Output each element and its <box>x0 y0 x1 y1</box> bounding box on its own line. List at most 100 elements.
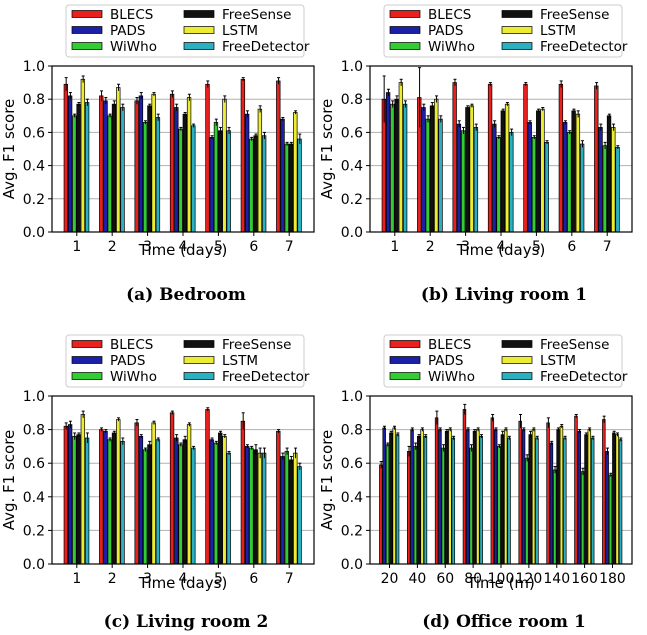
legend-label-freedetector: FreeDetector <box>540 369 628 385</box>
bar-freedetector-60 <box>451 437 456 565</box>
bar-wiwho-40 <box>413 446 418 565</box>
legend-label-freesense: FreeSense <box>222 337 291 353</box>
y-axis-label: Avg. F1 score <box>318 99 336 200</box>
x-tick-label: 180 <box>599 571 626 587</box>
bar-wiwho-60 <box>441 447 446 565</box>
x-tick-label: 6 <box>567 239 576 255</box>
legend-swatch-lstm <box>183 26 215 34</box>
legend-swatch-freesense <box>501 340 533 348</box>
legend-label-blecs: BLECS <box>428 7 471 23</box>
legend-swatch-freesense <box>501 10 533 18</box>
y-tick-label: 0.2 <box>23 523 45 539</box>
y-tick-label: 0.8 <box>23 423 45 439</box>
legend-swatch-pads <box>71 356 103 364</box>
legend-swatch-blecs <box>389 10 421 18</box>
bar-blecs-6 <box>240 420 246 565</box>
bar-freedetector-4 <box>509 132 514 233</box>
legend-swatch-blecs <box>71 340 103 348</box>
bar-pads-140 <box>549 442 554 565</box>
bar-blecs-7 <box>276 430 281 565</box>
bar-freesense-4 <box>182 439 187 565</box>
bar-blecs-100 <box>490 417 495 565</box>
legend-swatch-wiwho <box>389 372 421 380</box>
legend-label-blecs: BLECS <box>110 337 153 353</box>
bar-blecs-1 <box>63 83 69 233</box>
legend-label-freesense: FreeSense <box>540 7 609 23</box>
bar-pads-6 <box>562 122 568 233</box>
bar-freesense-2 <box>111 103 117 233</box>
bar-wiwho-80 <box>469 447 473 565</box>
legend-label-wiwho: WiWho <box>110 369 157 385</box>
bar-blecs-3 <box>134 100 139 233</box>
legend-swatch-pads <box>389 356 421 364</box>
bar-lstm-6 <box>257 452 263 565</box>
y-tick-label: 0.6 <box>341 125 363 141</box>
bar-pads-100 <box>493 429 498 565</box>
plot-frame <box>51 395 315 565</box>
y-axis-label: Avg. F1 score <box>0 430 18 531</box>
x-tick-label: 2 <box>108 571 117 587</box>
bar-freesense-5 <box>218 432 223 565</box>
bar-wiwho-20 <box>385 444 390 565</box>
bar-freedetector-4 <box>191 125 196 233</box>
bar-freedetector-160 <box>590 437 595 565</box>
chart-panel-3: 0.0 0.2 0.4 0.6 0.8 1.0 1 2 3 4 5 6 7 Time (days) Avg.… <box>0 334 315 632</box>
bar-freesense-3 <box>465 107 470 233</box>
bar-wiwho-180 <box>608 474 613 565</box>
x-tick-label: 160 <box>571 571 598 587</box>
bar-lstm-1 <box>80 414 86 565</box>
legend-label-lstm: LSTM <box>222 23 258 39</box>
y-axis-label: Avg. F1 score <box>318 430 336 531</box>
bar-wiwho-7 <box>284 143 289 233</box>
bar-freesense-1 <box>394 98 399 233</box>
legend-swatch-wiwho <box>389 42 421 50</box>
legend-label-wiwho: WiWho <box>428 369 475 385</box>
legend-swatch-lstm <box>183 356 215 364</box>
bar-pads-2 <box>103 100 108 233</box>
plot-frame <box>369 65 633 233</box>
bar-lstm-6 <box>575 113 581 233</box>
y-tick-label: 0.6 <box>341 456 363 472</box>
chart-panel-4: 0.0 0.2 0.4 0.6 0.8 1.0 20 40 60 80 100 120 140 160 18… <box>318 334 633 632</box>
bar-freesense-4 <box>500 110 505 233</box>
bar-freesense-2 <box>111 432 117 565</box>
panel-caption: (c) Living room 2 <box>104 612 269 632</box>
bar-freesense-4 <box>182 113 187 233</box>
x-tick-label: 40 <box>408 571 426 587</box>
bar-blecs-20 <box>379 464 383 565</box>
y-tick-label: 1.0 <box>341 389 363 405</box>
x-axis-label: Time (days) <box>456 241 546 259</box>
legend-swatch-pads <box>71 26 103 34</box>
y-tick-label: 0.6 <box>23 125 45 141</box>
legend-swatch-freesense <box>183 340 215 348</box>
bar-blecs-180 <box>602 419 606 565</box>
bar-pads-180 <box>605 451 609 565</box>
bar-freesense-1 <box>76 434 81 565</box>
legend-label-freedetector: FreeDetector <box>222 369 310 385</box>
plot-frame <box>369 395 633 565</box>
y-tick-label: 1.0 <box>341 59 363 75</box>
bar-pads-2 <box>421 107 426 233</box>
bar-blecs-5 <box>523 83 528 233</box>
bar-blecs-7 <box>276 80 281 233</box>
bar-blecs-80 <box>462 409 467 565</box>
bar-blecs-140 <box>546 422 550 565</box>
bar-freesense-6 <box>253 449 258 565</box>
bar-blecs-4 <box>169 412 175 565</box>
legend-label-freesense: FreeSense <box>540 337 609 353</box>
legend-swatch-freedetector <box>183 42 215 50</box>
legend-label-wiwho: WiWho <box>428 39 475 55</box>
bar-wiwho-140 <box>553 469 557 565</box>
y-tick-label: 0.0 <box>23 557 45 573</box>
bar-freesense-3 <box>147 444 152 565</box>
bar-wiwho-3 <box>142 449 148 565</box>
bar-freedetector-3 <box>473 127 479 233</box>
bar-lstm-2 <box>116 87 121 233</box>
bar-wiwho-4 <box>496 137 501 233</box>
y-tick-label: 0.8 <box>341 423 363 439</box>
bar-blecs-3 <box>452 82 457 233</box>
legend-label-lstm: LSTM <box>222 353 258 369</box>
